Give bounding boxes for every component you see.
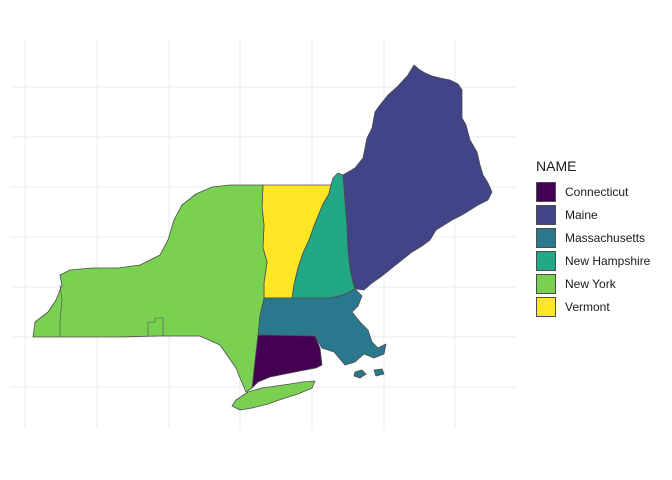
legend-item: Vermont [536,295,650,318]
legend-label: Maine [565,207,598,222]
legend-key [536,204,556,225]
legend-item: New Hampshire [536,249,650,272]
new-york-inner-boundary [59,284,63,337]
legend-key [536,296,556,317]
legend-item: New York [536,272,650,295]
legend-label: Connecticut [565,184,629,199]
state-new-york[interactable] [32,184,268,393]
legend-label: New Hampshire [565,253,651,268]
legend-items: Connecticut Maine Massachusetts New Hamp… [536,180,650,318]
legend-label: New York [565,276,616,291]
legend-title: NAME [536,158,577,174]
legend-key [536,227,556,248]
state-maine[interactable] [342,64,493,291]
legend-key [536,250,556,271]
state-massachusetts-island[interactable] [353,369,367,379]
legend-label: Vermont [565,299,610,314]
new-york-inner-boundary [147,317,164,336]
legend-item: Massachusetts [536,226,650,249]
state-massachusetts-island[interactable] [373,368,385,377]
legend-item: Maine [536,203,650,226]
legend-label: Massachusetts [565,230,646,245]
state-massachusetts[interactable] [257,288,387,366]
legend-key [536,273,556,294]
legend-item: Connecticut [536,180,650,203]
legend: NAME Connecticut Maine Massachusetts New… [536,158,650,318]
state-new-york-long-island[interactable] [231,380,316,411]
legend-key [536,181,556,202]
